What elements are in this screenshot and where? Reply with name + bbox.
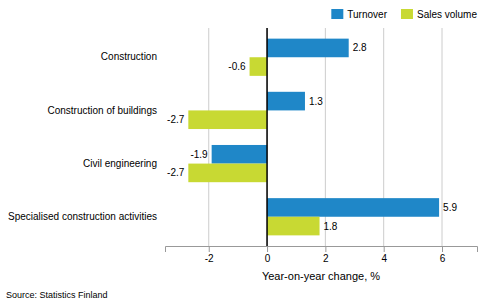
y-tick: Construction of buildings [47, 105, 165, 116]
grid-line [267, 28, 268, 246]
plot: 5.9 -1.9 1.3 2.8 1.8 -2.7 -2.7 -0.6 -2 0 2 4 6 Year-o… [8, 28, 477, 282]
source-note: Source: Statistics Finland [6, 290, 108, 300]
y-axis: Specialised construction activities Civil… [8, 51, 165, 222]
x-tick-label: 6 [440, 253, 446, 264]
bar [267, 217, 319, 236]
legend-item: Sales volume [401, 9, 477, 20]
grid [209, 28, 442, 246]
x-tick: 6 [440, 246, 446, 264]
zero-line [266, 28, 268, 246]
grid-line [442, 28, 443, 246]
data-label: 5.9 [443, 202, 457, 213]
y-tick-label: Construction [101, 51, 157, 62]
x-axis-title: Year-on-year change, % [262, 270, 380, 282]
x-tick-mark [384, 246, 385, 252]
legend-label: Turnover [347, 9, 387, 20]
data-labels: 5.9 -1.9 1.3 2.8 1.8 -2.7 -2.7 -0.6 [167, 42, 457, 231]
x-tick-label: 0 [265, 253, 271, 264]
legend: Turnover Sales volume [331, 9, 477, 20]
x-tick-mark [325, 246, 326, 252]
bar [212, 145, 267, 164]
x-axis: -2 0 2 4 6 [166, 246, 478, 264]
data-label: -2.7 [167, 114, 185, 125]
bar [267, 92, 305, 111]
y-tick: Specialised construction activities [8, 211, 165, 222]
data-label: -0.6 [228, 61, 246, 72]
bar [250, 57, 267, 76]
data-label: 1.8 [324, 221, 338, 232]
x-tick-mark [267, 246, 268, 252]
bars [188, 39, 439, 236]
x-tick-mark [209, 246, 210, 252]
y-tick-label: Construction of buildings [47, 105, 157, 116]
legend-swatch [331, 9, 343, 19]
chart: 5.9 -1.9 1.3 2.8 1.8 -2.7 -2.7 -0.6 -2 0 2 4 6 Year-o… [0, 0, 493, 304]
data-label: -1.9 [190, 149, 208, 160]
x-tick-label: 4 [381, 253, 387, 264]
x-tick: 4 [381, 246, 387, 264]
y-tick-label: Civil engineering [83, 158, 157, 169]
x-tick: 2 [323, 246, 329, 264]
data-label: 1.3 [309, 96, 323, 107]
data-label: 2.8 [353, 42, 367, 53]
x-tick: -2 [205, 246, 214, 264]
y-tick-label: Specialised construction activities [8, 211, 157, 222]
data-label: -2.7 [167, 167, 185, 178]
legend-item: Turnover [331, 9, 387, 20]
bar [267, 39, 349, 58]
y-tick: Civil engineering [83, 158, 165, 169]
bar [267, 198, 439, 217]
legend-swatch [401, 9, 413, 19]
x-tick-label: 2 [323, 253, 329, 264]
y-tick: Construction [101, 51, 165, 62]
bar [188, 110, 267, 129]
x-tick-label: -2 [205, 253, 214, 264]
x-tick-mark [442, 246, 443, 252]
legend-label: Sales volume [417, 9, 477, 20]
grid-line [208, 28, 209, 246]
bar [188, 164, 267, 183]
x-axis-line [166, 247, 478, 253]
x-tick: 0 [265, 246, 271, 264]
